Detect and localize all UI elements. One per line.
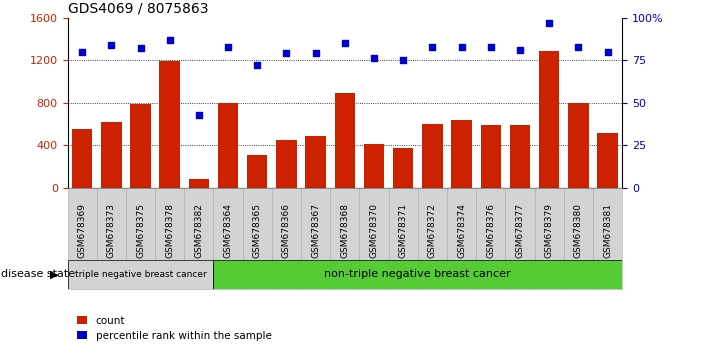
Text: GSM678376: GSM678376 [486, 203, 496, 258]
Bar [593, 188, 622, 289]
Bar [72, 129, 92, 188]
Bar [418, 188, 447, 289]
Bar [564, 188, 593, 289]
Bar [393, 148, 413, 188]
Point [543, 20, 555, 25]
Bar [447, 188, 476, 289]
Point [397, 57, 409, 63]
Text: GDS4069 / 8075863: GDS4069 / 8075863 [68, 1, 208, 15]
Bar [68, 188, 97, 289]
Bar [130, 104, 151, 188]
Text: disease state: disease state [1, 269, 75, 279]
Bar [213, 188, 242, 289]
Text: GSM678382: GSM678382 [194, 203, 203, 258]
Text: GSM678381: GSM678381 [603, 203, 612, 258]
Text: GSM678372: GSM678372 [428, 203, 437, 258]
Point [572, 44, 584, 50]
Point [339, 40, 351, 46]
Point [193, 112, 205, 118]
Text: GSM678379: GSM678379 [545, 203, 554, 258]
Bar [364, 144, 384, 188]
Bar [481, 125, 501, 188]
Bar [213, 260, 622, 289]
Bar [597, 133, 618, 188]
Text: GSM678373: GSM678373 [107, 203, 116, 258]
Point [485, 44, 496, 50]
Text: GSM678365: GSM678365 [253, 203, 262, 258]
Bar [451, 120, 472, 188]
Point [164, 37, 176, 42]
Point [514, 47, 525, 53]
Text: GSM678364: GSM678364 [223, 203, 232, 258]
Bar [335, 93, 355, 188]
Bar [126, 188, 155, 289]
Text: GSM678366: GSM678366 [282, 203, 291, 258]
Point [252, 62, 263, 68]
Bar [247, 155, 267, 188]
Point [135, 45, 146, 51]
Point [427, 44, 438, 50]
Text: GSM678375: GSM678375 [136, 203, 145, 258]
Bar [272, 188, 301, 289]
Point [310, 51, 321, 56]
Point [456, 44, 467, 50]
Text: GSM678377: GSM678377 [515, 203, 525, 258]
Bar [389, 188, 418, 289]
Bar [506, 188, 535, 289]
Text: GSM678368: GSM678368 [341, 203, 349, 258]
Text: GSM678378: GSM678378 [165, 203, 174, 258]
Bar [568, 103, 589, 188]
Point [368, 56, 380, 61]
Text: GSM678370: GSM678370 [370, 203, 378, 258]
Point [106, 42, 117, 48]
Legend: count, percentile rank within the sample: count, percentile rank within the sample [73, 312, 276, 345]
Bar [184, 188, 213, 289]
Bar [242, 188, 272, 289]
Text: GSM678369: GSM678369 [77, 203, 87, 258]
Bar [97, 188, 126, 289]
Text: GSM678380: GSM678380 [574, 203, 583, 258]
Text: non-triple negative breast cancer: non-triple negative breast cancer [324, 269, 511, 279]
Bar [510, 125, 530, 188]
Bar [68, 260, 213, 289]
Point [223, 44, 234, 50]
Point [77, 49, 88, 55]
Bar [301, 188, 330, 289]
Bar [330, 188, 360, 289]
Text: GSM678374: GSM678374 [457, 203, 466, 258]
Bar [422, 124, 443, 188]
Bar [218, 103, 238, 188]
Text: GSM678371: GSM678371 [399, 203, 407, 258]
Text: ▶: ▶ [50, 269, 58, 279]
Bar [101, 122, 122, 188]
Bar [535, 188, 564, 289]
Bar [360, 188, 389, 289]
Bar [539, 51, 560, 188]
Bar [159, 61, 180, 188]
Point [281, 51, 292, 56]
Point [602, 49, 613, 55]
Bar [306, 136, 326, 188]
Text: triple negative breast cancer: triple negative breast cancer [75, 270, 206, 279]
Bar [188, 179, 209, 188]
Text: GSM678367: GSM678367 [311, 203, 320, 258]
Bar [155, 188, 184, 289]
Bar [277, 140, 296, 188]
Bar [476, 188, 506, 289]
